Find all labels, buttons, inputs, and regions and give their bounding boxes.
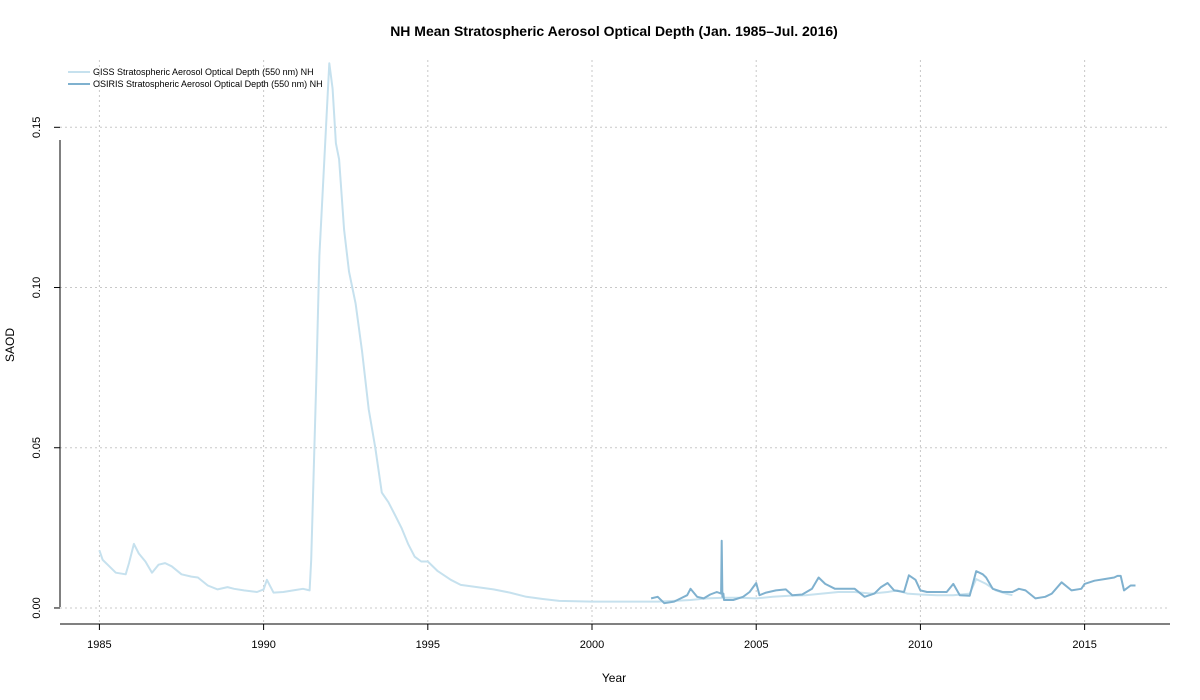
x-tick-label: 1990 [251,639,275,651]
axes [59,140,1170,625]
grid-lines [60,60,1170,624]
giss-series-line [98,62,1013,603]
y-tick-label: 0.10 [31,277,43,298]
y-tick-label: 0.00 [31,597,43,618]
x-tick-label: 2005 [744,639,768,651]
x-tick-label: 2000 [580,639,604,651]
x-tick-label: 1985 [87,639,111,651]
y-tick-label: 0.15 [31,117,43,138]
x-tick-label: 1995 [416,639,440,651]
y-axis-ticks: 0.00 0.05 0.10 0.15 [31,117,60,619]
x-axis-label: Year [602,671,626,685]
legend-label-giss: GISS Stratospheric Aerosol Optical Depth… [93,67,314,77]
chart-title: NH Mean Stratospheric Aerosol Optical De… [390,23,838,39]
series-lines [98,62,1136,605]
y-tick-label: 0.05 [31,437,43,458]
x-tick-label: 2010 [908,639,932,651]
legend: GISS Stratospheric Aerosol Optical Depth… [68,67,323,89]
x-tick-label: 2015 [1072,639,1096,651]
legend-label-osiris: OSIRIS Stratospheric Aerosol Optical Dep… [93,79,323,89]
osiris-series-line [650,539,1136,605]
x-axis-ticks: 1985 1990 1995 2000 2005 2010 2015 [87,624,1097,651]
y-axis-label: SAOD [3,328,17,362]
